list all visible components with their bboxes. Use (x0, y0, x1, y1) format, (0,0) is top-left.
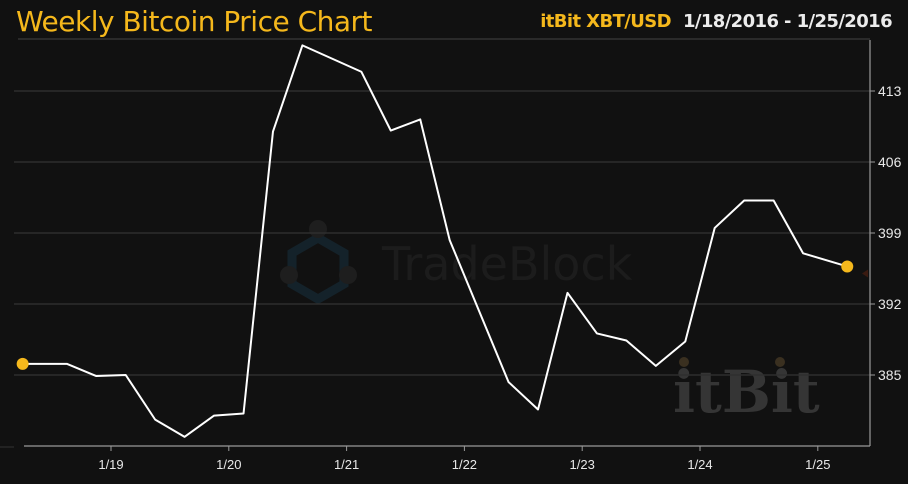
axes: 385 392 399 406 413 1/19 1/20 1/21 1/22 1/23 1/24 1… (0, 40, 902, 472)
chart-subtitle: itBit XBT/USD 1/18/2016 - 1/25/2016 (540, 11, 892, 32)
x-tick-label: 1/25 (805, 457, 830, 472)
exchange-label: itBit XBT/USD (540, 11, 671, 32)
y-tick-label: 413 (878, 83, 902, 99)
x-tick-label: 1/20 (216, 457, 241, 472)
x-tick-label: 1/22 (452, 457, 477, 472)
y-tick-label: 406 (878, 154, 902, 170)
x-tick-label: 1/19 (98, 457, 123, 472)
y-tick-label: 392 (878, 296, 902, 312)
x-tick-label: 1/21 (334, 457, 359, 472)
end-marker (841, 260, 854, 273)
start-marker (16, 357, 29, 370)
tradeblock-wordmark: TradeBlock (381, 237, 633, 291)
header-divider (18, 38, 870, 40)
price-series (16, 44, 868, 438)
tradeblock-watermark: TradeBlock (280, 220, 633, 305)
chart-title: Weekly Bitcoin Price Chart (16, 5, 373, 38)
tradeblock-logo-icon (280, 220, 357, 305)
itbit-wordmark: itBit (673, 358, 820, 426)
last-price-pointer-icon (862, 269, 868, 278)
y-tick-label: 399 (878, 225, 902, 241)
x-tick-label: 1/23 (570, 457, 595, 472)
itbit-watermark: itBit (673, 357, 820, 426)
date-range: 1/18/2016 - 1/25/2016 (682, 11, 893, 32)
price-line (22, 44, 848, 438)
y-tick-label: 385 (878, 367, 902, 383)
grid-lines (14, 90, 870, 376)
x-tick-label: 1/24 (687, 457, 712, 472)
